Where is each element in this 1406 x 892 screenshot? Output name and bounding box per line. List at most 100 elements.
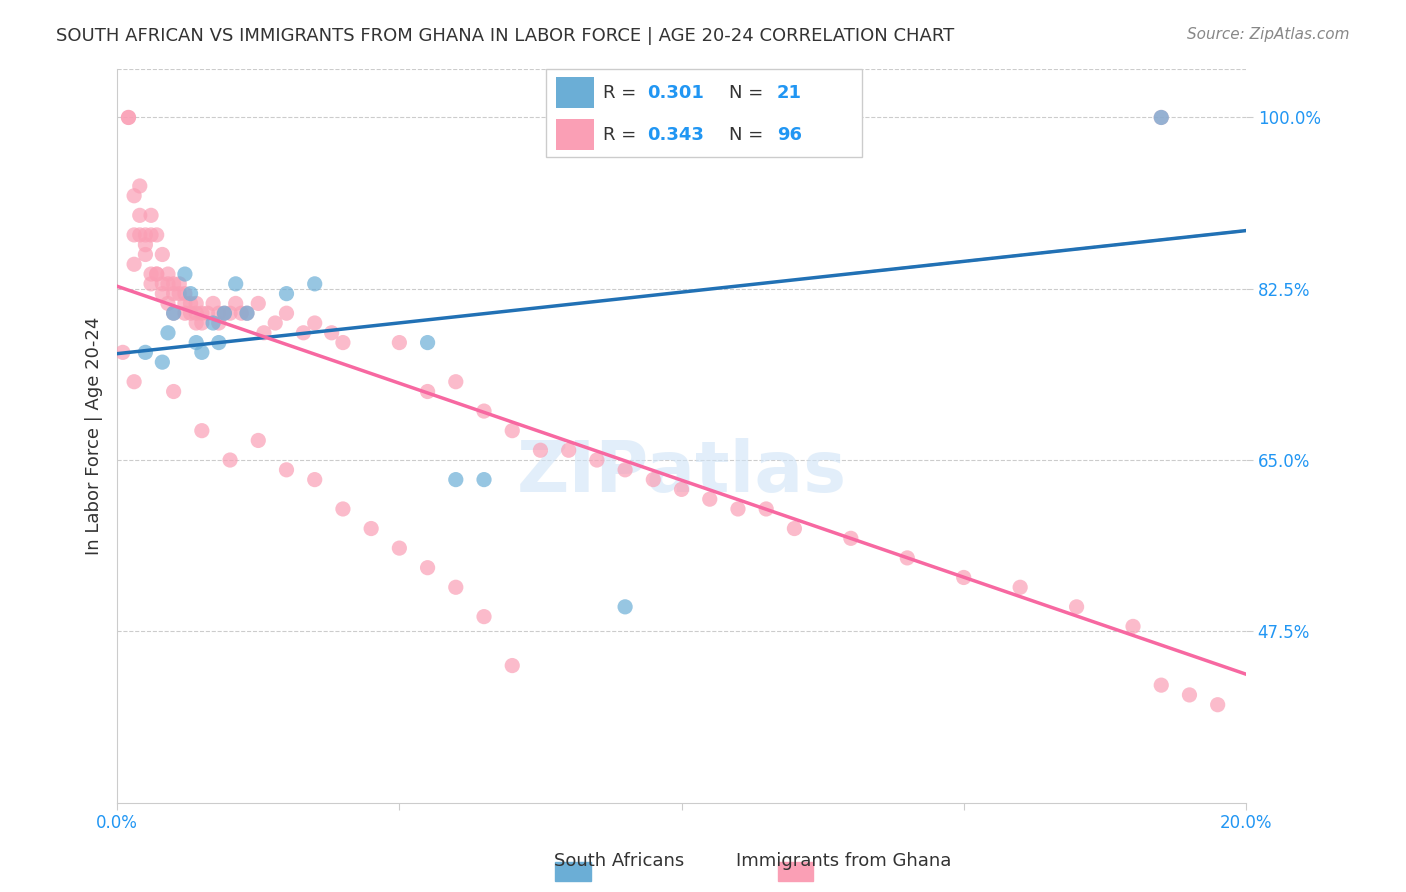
Point: [388, 541, 411, 555]
Point: [150, 286, 173, 301]
Point: [755, 502, 778, 516]
Point: [169, 286, 191, 301]
Point: [304, 316, 326, 330]
Point: [896, 550, 918, 565]
Point: [122, 227, 145, 242]
Point: [139, 208, 162, 222]
Point: [231, 306, 253, 320]
Point: [529, 443, 551, 458]
Point: [180, 286, 202, 301]
Point: [128, 208, 150, 222]
Point: [186, 306, 208, 320]
Point: [472, 404, 495, 418]
Point: [156, 296, 179, 310]
Point: [134, 247, 156, 261]
Point: [699, 492, 721, 507]
Point: [1178, 688, 1201, 702]
Point: [586, 453, 609, 467]
Text: Immigrants from Ghana: Immigrants from Ghana: [735, 852, 952, 870]
Point: [145, 267, 167, 281]
Point: [360, 522, 382, 536]
Point: [150, 355, 173, 369]
Text: ZIPatlas: ZIPatlas: [516, 438, 846, 507]
Point: [122, 188, 145, 202]
Point: [174, 267, 197, 281]
Text: South Africans: South Africans: [554, 852, 683, 870]
Point: [128, 227, 150, 242]
Point: [501, 658, 523, 673]
Point: [1150, 678, 1173, 692]
Point: [225, 277, 247, 291]
Point: [169, 277, 191, 291]
Point: [276, 306, 298, 320]
Point: [236, 306, 259, 320]
Point: [191, 306, 214, 320]
Point: [304, 473, 326, 487]
Point: [236, 306, 259, 320]
Point: [1150, 111, 1173, 125]
Point: [156, 267, 179, 281]
Point: [208, 335, 231, 350]
Point: [139, 277, 162, 291]
Point: [122, 375, 145, 389]
Point: [247, 434, 270, 448]
Point: [117, 111, 139, 125]
Point: [214, 306, 236, 320]
Point: [145, 227, 167, 242]
Point: [614, 599, 637, 614]
Point: [117, 111, 139, 125]
Point: [614, 463, 637, 477]
Point: [174, 296, 197, 310]
Point: [208, 306, 231, 320]
Point: [134, 345, 156, 359]
Text: SOUTH AFRICAN VS IMMIGRANTS FROM GHANA IN LABOR FORCE | AGE 20-24 CORRELATION CH: SOUTH AFRICAN VS IMMIGRANTS FROM GHANA I…: [56, 27, 955, 45]
Point: [191, 316, 214, 330]
Point: [1206, 698, 1229, 712]
Point: [253, 326, 276, 340]
Point: [174, 306, 197, 320]
Point: [122, 257, 145, 271]
Point: [332, 502, 354, 516]
Point: [276, 286, 298, 301]
Point: [501, 424, 523, 438]
Point: [321, 326, 343, 340]
Point: [783, 111, 806, 125]
Point: [162, 277, 184, 291]
Point: [128, 178, 150, 193]
Point: [416, 335, 439, 350]
Point: [208, 316, 231, 330]
Point: [134, 227, 156, 242]
Point: [1122, 619, 1144, 633]
Point: [225, 296, 247, 310]
Point: [139, 267, 162, 281]
Point: [416, 384, 439, 399]
Point: [214, 306, 236, 320]
Y-axis label: In Labor Force | Age 20-24: In Labor Force | Age 20-24: [86, 317, 103, 555]
Point: [388, 335, 411, 350]
Point: [783, 522, 806, 536]
Point: [219, 453, 242, 467]
Point: [643, 473, 665, 487]
Point: [162, 306, 184, 320]
Point: [145, 267, 167, 281]
Point: [219, 306, 242, 320]
Point: [557, 443, 579, 458]
Point: [186, 296, 208, 310]
Point: [444, 473, 467, 487]
Point: [174, 286, 197, 301]
Point: [156, 326, 179, 340]
Point: [1150, 111, 1173, 125]
Point: [180, 296, 202, 310]
Point: [191, 345, 214, 359]
Point: [139, 227, 162, 242]
Point: [1010, 580, 1032, 594]
Point: [202, 296, 225, 310]
Point: [416, 560, 439, 574]
Point: [186, 335, 208, 350]
Point: [671, 483, 693, 497]
Point: [186, 316, 208, 330]
Point: [472, 609, 495, 624]
Point: [472, 473, 495, 487]
Point: [332, 335, 354, 350]
Point: [162, 384, 184, 399]
